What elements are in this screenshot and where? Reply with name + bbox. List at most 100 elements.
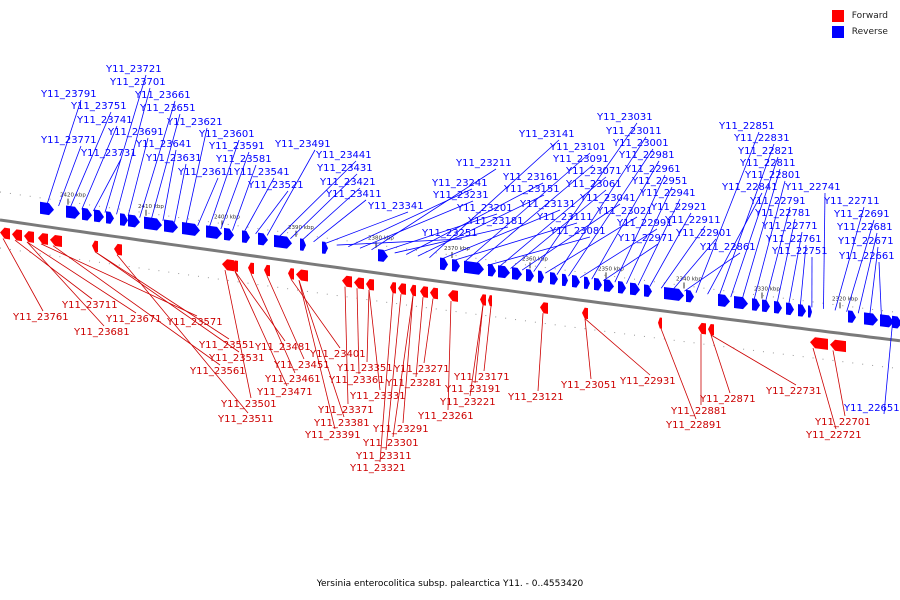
reverse-leader-line — [336, 238, 463, 246]
legend: Forward Reverse — [831, 8, 888, 40]
reverse-leader-line — [417, 194, 545, 257]
forward-gene-label: Y11_23451 — [273, 360, 330, 371]
reverse-leader-line — [185, 127, 208, 225]
reverse-leader-line — [463, 152, 591, 263]
reverse-leader-line — [660, 225, 706, 289]
reverse-gene-arrow-shape — [848, 310, 856, 323]
reverse-leader-line — [741, 168, 781, 299]
reverse-leader-line — [730, 156, 779, 298]
reverse-gene-arrow-shape — [274, 234, 292, 249]
reverse-leader-line — [58, 145, 82, 207]
reverse-gene-label: Y11_23341 — [367, 201, 424, 212]
reverse-leader-line — [243, 177, 275, 233]
forward-gene-arrow-shape — [448, 290, 458, 302]
reverse-gene-arrow — [66, 205, 80, 219]
reverse-gene-arrow — [752, 298, 760, 311]
tick-label: 2360 kbp — [522, 256, 548, 262]
reverse-gene-arrow-shape — [66, 205, 80, 219]
reverse-gene-label: Y11_22851 — [718, 121, 775, 132]
reverse-gene-label: Y11_22821 — [737, 146, 794, 157]
map-caption: Yersinia enterocolitica subsp. palearcti… — [316, 579, 584, 589]
reverse-gene-arrow-shape — [618, 281, 626, 294]
reverse-leader-line — [232, 164, 257, 231]
reverse-gene-arrow — [440, 257, 448, 271]
reverse-leader-line — [475, 164, 594, 265]
forward-gene-arrow-shape — [366, 278, 374, 291]
reverse-leader-line — [883, 317, 894, 415]
reverse-leader-line — [301, 187, 361, 241]
reverse-gene-arrow — [572, 275, 580, 288]
reverse-gene-label: Y11_22681 — [836, 222, 893, 233]
reverse-gene-label: Y11_22771 — [761, 221, 818, 232]
forward-gene-arrow-shape — [488, 295, 492, 307]
reverse-gene-label: Y11_23641 — [135, 139, 192, 150]
forward-gene-label: Y11_23531 — [208, 353, 265, 364]
forward-leader-line — [537, 313, 544, 392]
reverse-gene-label: Y11_22801 — [744, 170, 801, 181]
reverse-leader-line — [672, 238, 717, 290]
reverse-gene-label: Y11_22791 — [749, 196, 806, 207]
reverse-leader-line — [46, 99, 82, 205]
reverse-leader-line — [290, 173, 358, 239]
forward-gene-arrow-shape — [114, 243, 122, 256]
forward-gene-label: Y11_23171 — [453, 372, 510, 383]
reverse-leader-line — [707, 192, 763, 295]
forward-gene-arrow-shape — [222, 259, 234, 272]
reverse-gene-label: Y11_23691 — [107, 127, 164, 138]
reverse-leader-line — [869, 246, 879, 315]
reverse-gene-label: Y11_23771 — [40, 135, 97, 146]
forward-gene-label: Y11_23121 — [507, 392, 564, 403]
reverse-gene-arrow-shape — [630, 282, 640, 296]
forward-leader-line — [224, 269, 252, 399]
forward-gene-label: Y11_23511 — [217, 414, 274, 425]
forward-leader-line — [26, 241, 137, 314]
forward-gene-arrow-shape — [708, 323, 714, 336]
forward-gene-label: Y11_23291 — [372, 424, 429, 435]
forward-gene-arrow — [50, 234, 62, 247]
reverse-gene-label: Y11_23201 — [456, 203, 513, 214]
reverse-leader-line — [510, 189, 607, 269]
reverse-gene-label: Y11_22921 — [650, 202, 707, 213]
forward-gene-arrow-shape — [430, 287, 438, 300]
reverse-gene-label: Y11_22661 — [838, 251, 895, 262]
forward-leader-line — [415, 297, 424, 378]
reverse-gene-arrow-shape — [774, 301, 782, 314]
forward-leader-line — [298, 280, 345, 418]
reverse-leader-line — [150, 113, 181, 220]
forward-gene-arrow-shape — [24, 231, 34, 243]
forward-gene-arrow-shape — [390, 282, 396, 294]
forward-leader-line — [94, 251, 230, 340]
reverse-gene-label: Y11_23131 — [519, 199, 576, 210]
forward-gene-label: Y11_23571 — [166, 317, 223, 328]
forward-swatch — [831, 10, 844, 22]
forward-gene-label: Y11_23761 — [12, 312, 69, 323]
forward-gene-arrow — [92, 240, 98, 253]
reverse-gene-arrow-shape — [752, 298, 760, 311]
reverse-leader-line — [359, 200, 474, 249]
forward-leader-line — [26, 241, 105, 327]
reverse-leader-line — [718, 143, 775, 296]
forward-gene-label: Y11_23681 — [73, 327, 130, 338]
forward-gene-arrow — [810, 337, 828, 350]
reverse-gene-label: Y11_22651 — [843, 403, 900, 414]
reverse-gene-label: Y11_23231 — [432, 190, 489, 201]
reverse-leader-line — [208, 139, 240, 228]
forward-leader-line — [660, 328, 697, 420]
reverse-gene-label: Y11_23581 — [215, 154, 272, 165]
forward-leader-line — [14, 239, 93, 300]
reverse-gene-arrow-shape — [206, 225, 222, 239]
reverse-leader-line — [429, 139, 560, 258]
reverse-swatch — [831, 26, 844, 38]
reverse-gene-label: Y11_23021 — [596, 206, 653, 217]
forward-gene-arrow — [222, 259, 234, 272]
forward-leader-line — [234, 271, 286, 342]
forward-leader-line — [298, 280, 336, 430]
reverse-leader-line — [857, 232, 878, 314]
reverse-leader-line — [556, 136, 647, 275]
reverse-gene-label: Y11_23701 — [109, 77, 166, 88]
reverse-gene-arrow — [786, 302, 794, 316]
reverse-gene-arrow — [488, 263, 496, 277]
reverse-gene-label: Y11_23111 — [536, 212, 593, 223]
forward-gene-label: Y11_23501 — [220, 399, 277, 410]
reverse-gene-arrow-shape — [40, 201, 54, 216]
